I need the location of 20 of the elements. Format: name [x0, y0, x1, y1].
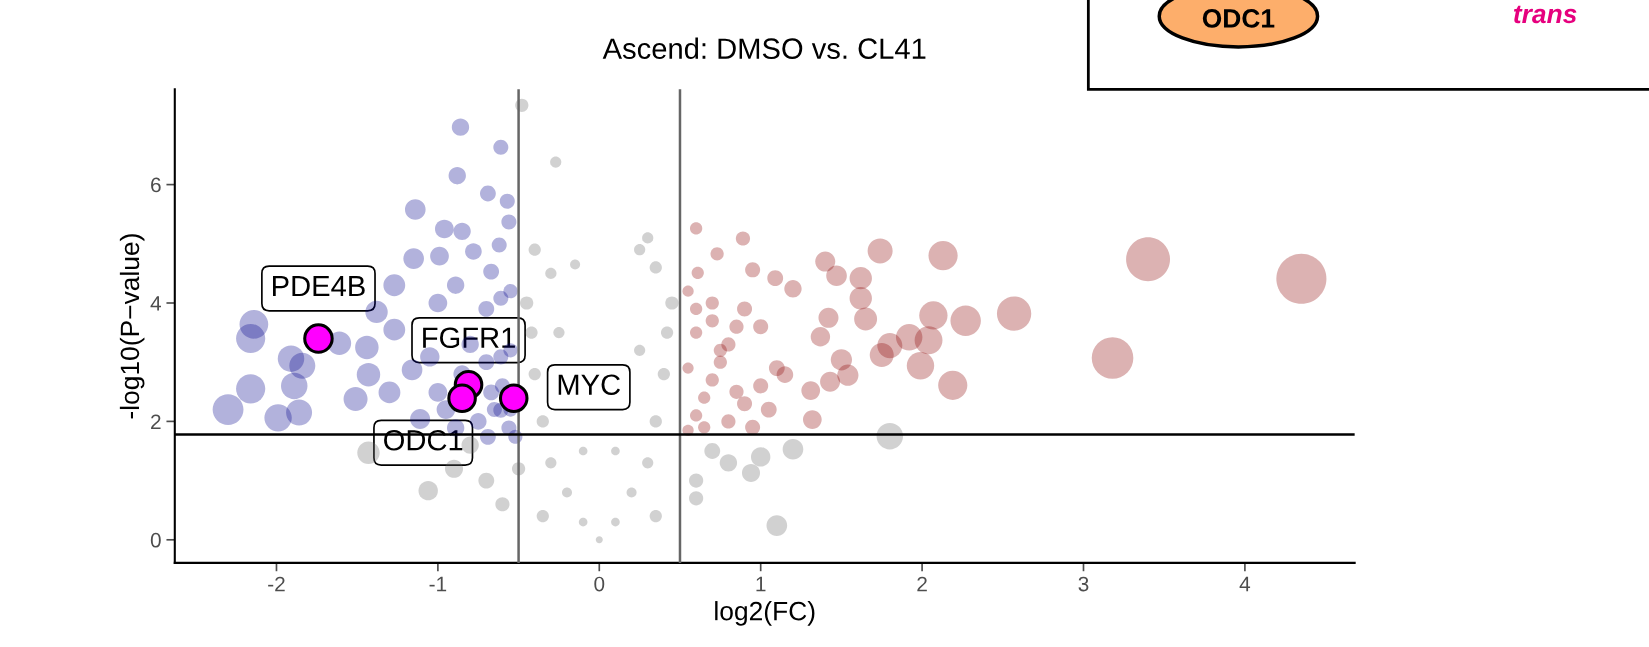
x-tick-label: -1	[429, 576, 447, 592]
annotation: MYC	[558, 374, 621, 396]
x-tick-label: 0	[594, 576, 605, 592]
text: ODC1	[1202, 9, 1275, 28]
chart-title: Ascend: DMSO vs. CL41	[602, 37, 926, 60]
annotation: PDE4B	[273, 276, 365, 297]
y-axis-title: -log10(P−value)	[119, 234, 145, 419]
x-tick-label: 3	[1078, 576, 1089, 592]
x-tick-label: 1	[756, 576, 766, 592]
x-tick-label: -2	[268, 576, 285, 592]
x-tick-label: 2	[917, 576, 927, 592]
text: trans	[1513, 5, 1577, 24]
annotation: ODC1	[384, 429, 463, 451]
annotation: FGFR1	[423, 327, 515, 349]
y-tick-label: 4	[150, 296, 161, 311]
x-tick-label: 4	[1239, 576, 1251, 592]
x-axis-title: log2(FC)	[715, 601, 815, 626]
y-tick-label: 0	[150, 532, 161, 548]
y-tick-label: 6	[151, 177, 161, 193]
y-tick-label: 2	[151, 414, 161, 429]
